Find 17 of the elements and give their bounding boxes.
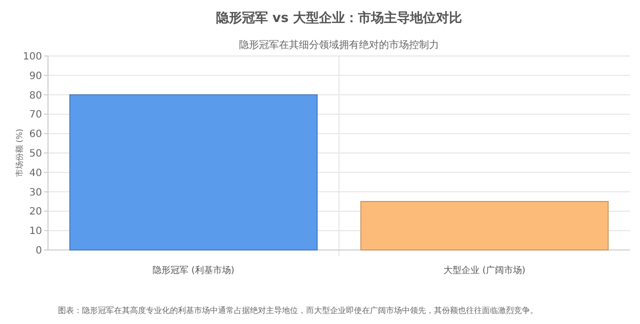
y-tick-label: 20 — [29, 206, 42, 218]
y-tick-label: 30 — [29, 187, 42, 198]
text: 图表：隐形冠军在其高度专业化的利基市场中通常占据绝对主导地位，而大型企业即使在广阔市场中领先，其份额也往往面临激烈竞争。 — [58, 306, 538, 315]
y-tick-label: 50 — [29, 148, 42, 160]
y-tick-label: 80 — [29, 90, 42, 102]
x-tick-label: 隐形冠军 (利基市场) — [152, 265, 234, 276]
chart-subtitle: 隐形冠军在其细分领域拥有绝对的市场控制力 — [239, 39, 439, 51]
y-tick-label: 60 — [29, 129, 42, 140]
y-axis-title: 市场份额 (%) — [15, 128, 24, 178]
y-tick-label: 40 — [29, 168, 42, 179]
y-tick-label: 100 — [22, 52, 42, 62]
y-tick-label: 90 — [29, 70, 42, 82]
y-tick-label: 10 — [29, 226, 42, 238]
x-tick-label: 大型企业 (广阔市场) — [444, 265, 526, 276]
y-tick-label: 70 — [29, 110, 42, 121]
chart-title: 隐形冠军 vs 大型企业：市场主导地位对比 — [216, 10, 462, 26]
y-tick-label: 0 — [36, 246, 42, 256]
